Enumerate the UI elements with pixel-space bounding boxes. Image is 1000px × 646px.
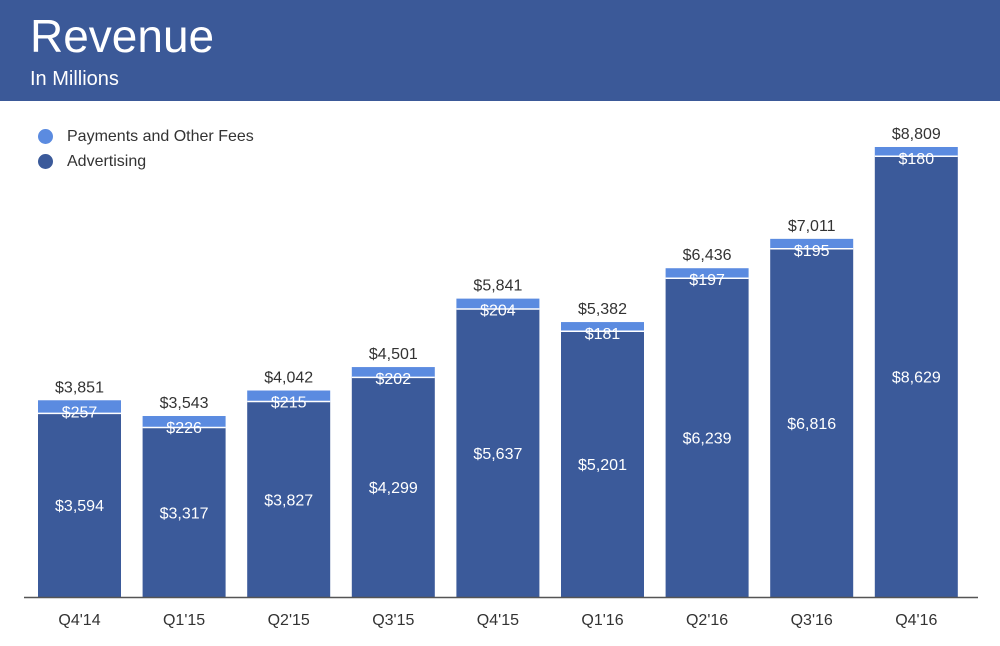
total-label: $3,851 [55,379,104,396]
advertising-bar [456,309,540,597]
total-label: $6,436 [683,247,732,264]
total-label: $4,501 [369,346,418,363]
legend: Payments and Other Fees Advertising [38,124,254,174]
x-tick-label: Q3'15 [372,612,414,629]
payments-swatch-icon [38,129,53,144]
advertising-label: $6,816 [787,416,836,433]
total-label: $5,841 [473,278,522,295]
advertising-label: $5,201 [578,457,627,474]
page-subtitle: In Millions [30,68,119,90]
x-tick-label: Q1'15 [163,612,205,629]
advertising-bar [247,401,331,597]
x-tick-label: Q3'16 [791,612,833,629]
payments-label: $181 [585,326,621,343]
advertising-swatch-icon [38,154,53,169]
payments-label: $204 [480,303,516,320]
advertising-bar [38,413,121,597]
payments-bar [247,390,331,402]
x-tick-label: Q4'16 [895,612,937,629]
total-label: $8,809 [892,126,941,143]
x-tick-label: Q1'16 [581,612,623,629]
advertising-label: $8,629 [892,370,941,387]
page-title: Revenue [30,10,215,62]
payments-label: $180 [899,151,935,168]
payments-label: $226 [166,420,202,437]
payments-bar [351,367,435,378]
total-label: $3,543 [160,395,209,412]
legend-label: Advertising [67,152,147,170]
advertising-bar [142,427,226,597]
legend-item-payments: Payments and Other Fees [38,124,254,149]
advertising-label: $4,299 [369,480,418,497]
advertising-label: $6,239 [683,431,732,448]
advertising-bar [770,248,854,597]
payments-bar [665,268,749,279]
advertising-bar [351,377,435,597]
payments-label: $197 [689,272,725,289]
payments-bar [874,147,958,157]
advertising-label: $3,594 [55,498,104,515]
x-tick-label: Q4'14 [58,612,100,629]
x-tick-label: Q2'15 [268,612,310,629]
advertising-bar [874,156,958,598]
x-tick-label: Q2'16 [686,612,728,629]
payments-bar [770,238,854,249]
payments-bar [38,400,121,414]
advertising-label: $3,317 [160,505,209,522]
payments-bar [561,322,644,332]
payments-label: $257 [62,404,98,421]
payments-bar [456,298,540,310]
total-label: $4,042 [264,370,313,387]
payments-bar [142,416,226,428]
advertising-bar [561,331,644,597]
total-label: $5,382 [578,301,627,318]
payments-label: $195 [794,243,830,260]
payments-label: $215 [271,395,307,412]
legend-label: Payments and Other Fees [67,127,254,145]
legend-item-advertising: Advertising [38,149,254,174]
payments-label: $202 [376,371,412,388]
x-tick-label: Q4'15 [477,612,519,629]
advertising-label: $5,637 [473,446,522,463]
header-banner: Revenue In Millions [0,0,1000,101]
advertising-label: $3,827 [264,492,313,509]
total-label: $7,011 [788,218,836,235]
advertising-bar [665,278,749,597]
